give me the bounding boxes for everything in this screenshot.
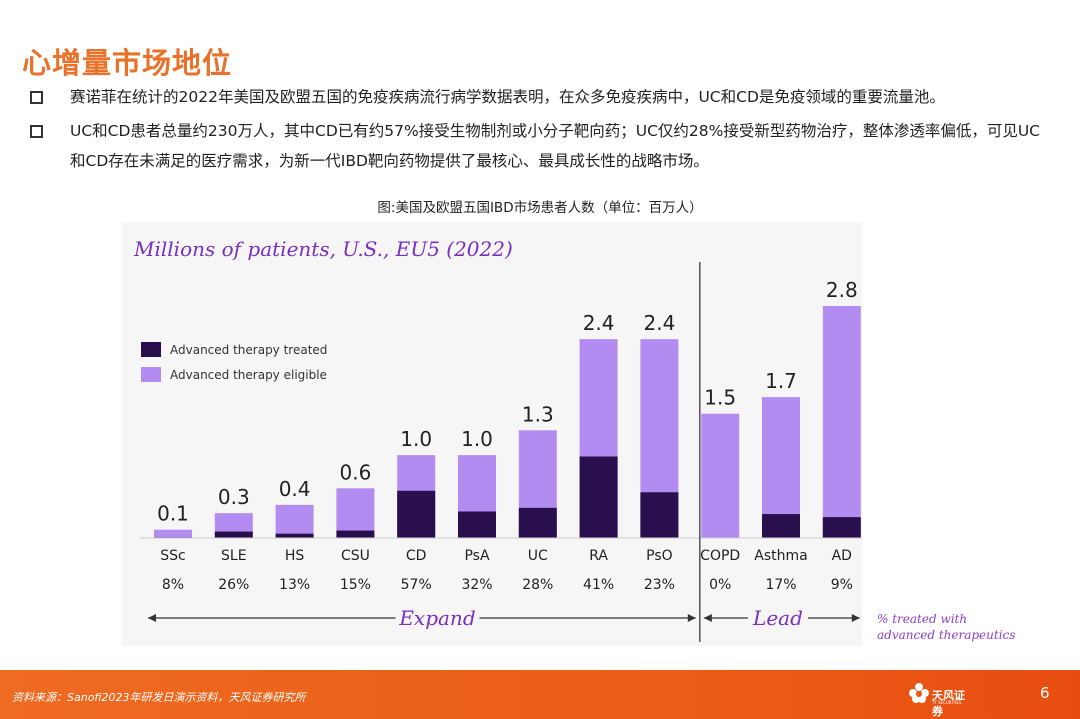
bullet-square-icon — [30, 91, 43, 104]
bullet-item: UC和CD患者总量约230万人，其中CD已有约57%接受生物制剂或小分子靶向药；… — [30, 116, 1050, 176]
bar-eligible-copd — [701, 413, 740, 538]
bar-total-label: 2.8 — [826, 278, 858, 302]
logo-subtitle: TF SECURITIES — [932, 700, 962, 705]
category-label: CSU — [341, 548, 370, 564]
pct-treated-label: 23% — [644, 577, 675, 593]
bar-treated-psa — [458, 511, 496, 538]
company-logo: 天风证券 TF SECURITIES — [908, 680, 974, 718]
bar-total-label: 1.0 — [400, 427, 432, 451]
bar-eligible-hs — [275, 504, 314, 538]
chart-panel: Millions of patients, U.S., EU5 (2022) Ad… — [122, 222, 862, 646]
bar-eligible-csu — [336, 488, 375, 538]
pct-note-line: advanced therapeutics — [877, 628, 1016, 642]
page-number: 6 — [1040, 684, 1050, 702]
lead-arrow-right-head-icon — [851, 614, 860, 622]
pct-treated-label: 17% — [765, 577, 796, 593]
bar-total-label: 0.3 — [218, 485, 250, 509]
expand-arrow-right-head-icon — [687, 614, 696, 622]
bar-total-label: 1.0 — [461, 427, 493, 451]
footer-bar: 资料来源：Sanofi2023年研发日演示资料，天风证券研究所 天风证券 TF … — [0, 670, 1080, 719]
pct-treated-label: 28% — [522, 577, 553, 593]
bar-treated-sle — [214, 531, 253, 538]
category-label: PsA — [464, 548, 489, 564]
bar-treated-hs — [275, 533, 314, 538]
category-label: SLE — [221, 548, 247, 564]
bar-total-label: 1.5 — [704, 386, 736, 410]
group-label-lead: Lead — [752, 606, 803, 630]
pct-treated-label: 57% — [401, 577, 432, 593]
pct-treated-label: 8% — [162, 577, 184, 593]
bar-treated-cd — [397, 490, 436, 538]
logo-name: 天风证券 — [932, 689, 965, 718]
bar-total-label: 1.7 — [765, 369, 797, 393]
category-label: HS — [285, 548, 305, 564]
pct-treated-label: 9% — [831, 577, 853, 593]
bar-total-label: 0.6 — [339, 460, 371, 484]
footer-source: 资料来源：Sanofi2023年研发日演示资料，天风证券研究所 — [12, 691, 306, 704]
pct-treated-note: % treated with advanced therapeutics — [877, 611, 1015, 643]
bar-total-label: 1.3 — [522, 402, 554, 426]
bar-treated-csu — [336, 530, 375, 538]
pct-treated-label: 13% — [279, 577, 310, 593]
category-label: UC — [528, 548, 548, 564]
bar-total-label: 0.1 — [157, 502, 189, 526]
lead-label-bg — [747, 604, 808, 632]
category-label: PsO — [646, 548, 673, 564]
category-label: COPD — [700, 548, 740, 564]
category-label: Asthma — [754, 548, 807, 564]
lead-arrow-left-head-icon — [703, 614, 712, 622]
category-label: AD — [832, 548, 852, 564]
pct-treated-label: 15% — [340, 577, 371, 593]
bar-total-label: 2.4 — [643, 311, 675, 335]
category-label: RA — [589, 548, 608, 564]
category-label: CD — [406, 548, 427, 564]
bar-total-label: 0.4 — [279, 477, 311, 501]
stacked-bar-chart: Millions of patients, U.S., EU5 (2022) Ad… — [133, 237, 862, 642]
pct-treated-label: 26% — [218, 577, 249, 593]
pct-note-line: % treated with — [877, 612, 968, 626]
legend-label: Advanced therapy eligible — [170, 368, 327, 382]
bar-treated-ad — [822, 517, 861, 538]
pct-treated-label: 0% — [709, 577, 731, 593]
legend-swatch-treated — [141, 342, 161, 357]
bullet-square-icon — [30, 125, 43, 138]
bar-eligible-ssc — [154, 529, 192, 538]
category-label: SSc — [160, 548, 185, 564]
bullet-text: 赛诺菲在统计的2022年美国及欧盟五国的免疫疾病流行病学数据表明，在众多免疫疾病… — [70, 88, 945, 106]
pct-treated-label: 32% — [461, 577, 492, 593]
legend-swatch-eligible — [141, 367, 161, 382]
expand-label-bg — [395, 604, 480, 632]
bar-treated-ra — [579, 456, 618, 538]
bullet-item: 赛诺菲在统计的2022年美国及欧盟五国的免疫疾病流行病学数据表明，在众多免疫疾病… — [30, 82, 1050, 112]
group-label-expand: Expand — [398, 606, 475, 630]
bar-treated-pso — [640, 492, 679, 538]
bar-treated-uc — [518, 507, 557, 538]
page-title: 心增量市场地位 — [22, 46, 233, 80]
bar-treated-asthma — [762, 514, 800, 538]
chart-caption: 图:美国及欧盟五国IBD市场患者人数（单位：百万人） — [377, 200, 703, 216]
bar-total-label: 2.4 — [583, 311, 615, 335]
chart-title: Millions of patients, U.S., EU5 (2022) — [133, 237, 513, 261]
bullet-text: UC和CD患者总量约230万人，其中CD已有约57%接受生物制剂或小分子靶向药；… — [70, 122, 1041, 170]
expand-arrow-left-head-icon — [148, 614, 156, 622]
bar-eligible-ad — [822, 306, 861, 538]
pct-treated-label: 41% — [583, 577, 614, 593]
flower-logo-icon — [909, 683, 929, 703]
legend-label: Advanced therapy treated — [170, 343, 327, 357]
